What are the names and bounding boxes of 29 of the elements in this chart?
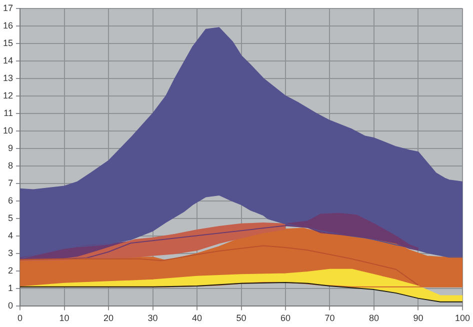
y-tick-label: 5 (8, 213, 14, 224)
x-tick-label: 30 (148, 313, 158, 324)
x-tick-label: 20 (104, 313, 114, 324)
x-tick-label: 70 (324, 313, 335, 324)
y-tick-label: 10 (2, 126, 14, 136)
y-tick-label: 11 (4, 108, 14, 118)
y-tick-label: 14 (2, 55, 14, 66)
y-tick-label: 15 (2, 38, 14, 48)
x-tick-label: 90 (413, 313, 424, 324)
y-tick-label: 12 (2, 90, 14, 100)
x-tick-label: 50 (236, 313, 246, 324)
y-tick-label: 7 (8, 178, 14, 188)
y-tick-label: 16 (2, 20, 14, 30)
x-tick-label: 80 (368, 313, 380, 324)
y-tick-label: 13 (2, 72, 14, 83)
y-tick-label: 6 (8, 196, 14, 206)
x-tick-label: 10 (59, 313, 70, 324)
y-tick-label: 8 (8, 160, 14, 171)
x-tick-label: 100 (454, 313, 470, 324)
y-tick-label: 9 (8, 143, 14, 154)
y-tick-label: 0 (8, 300, 14, 311)
x-tick-label: 0 (18, 313, 23, 324)
y-tick-label: 2 (8, 266, 14, 276)
x-tick-label: 60 (280, 313, 291, 324)
y-tick-label: 4 (8, 230, 14, 241)
y-tick-label: 17 (2, 2, 14, 13)
y-tick-label: 3 (8, 248, 14, 258)
y-tick-label: 1 (8, 283, 14, 294)
x-tick-label: 40 (192, 313, 202, 324)
